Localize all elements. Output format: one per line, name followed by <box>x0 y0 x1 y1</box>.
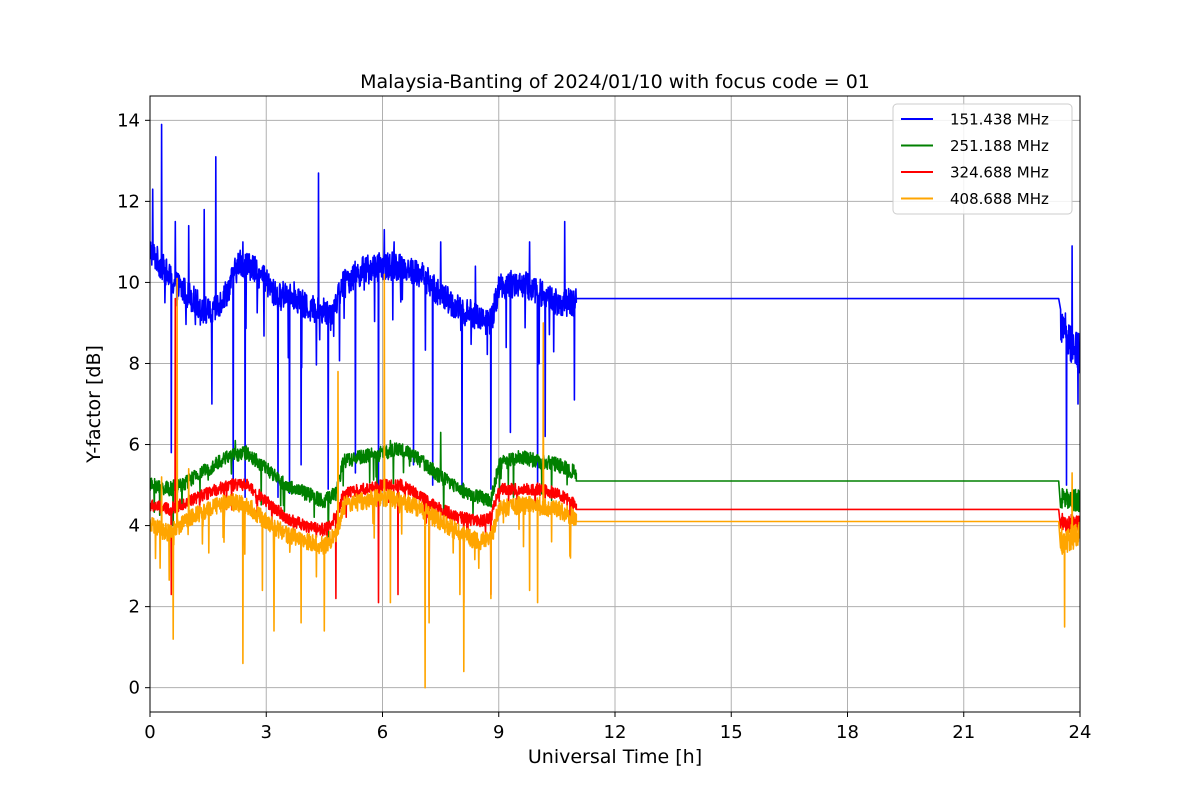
chart-title: Malaysia-Banting of 2024/01/10 with focu… <box>360 71 870 93</box>
x-tick-label: 9 <box>493 722 504 743</box>
series-line-408-688-mhz <box>150 273 1080 689</box>
legend-box <box>892 103 1073 215</box>
y-tick-label: 12 <box>117 191 140 212</box>
x-axis-label: Universal Time [h] <box>528 746 702 768</box>
legend-label: 251.188 MHz <box>950 137 1049 155</box>
x-tick-label: 12 <box>604 722 627 743</box>
y-axis-label: Y-factor [dB] <box>83 345 105 464</box>
x-tick-label: 18 <box>836 722 859 743</box>
x-tick-label: 3 <box>261 722 272 743</box>
x-tick-label: 24 <box>1069 722 1092 743</box>
x-tick-label: 21 <box>952 722 975 743</box>
y-tick-label: 10 <box>117 272 140 293</box>
legend-label: 408.688 MHz <box>950 190 1049 208</box>
legend-label: 151.438 MHz <box>950 111 1049 129</box>
y-tick-label: 4 <box>129 516 140 537</box>
y-tick-label: 14 <box>117 110 140 131</box>
series-line-151-438-mhz <box>150 123 1080 498</box>
x-tick-label: 15 <box>720 722 743 743</box>
y-tick-label: 2 <box>129 597 140 618</box>
legend-label: 324.688 MHz <box>950 164 1049 182</box>
plot-area <box>150 123 1080 689</box>
x-tick-label: 6 <box>377 722 388 743</box>
series-line-324-688-mhz <box>150 297 1080 608</box>
legend: 151.438 MHz 251.188 MHz 324.688 MHz 408.688… <box>892 103 1073 215</box>
y-tick-label: 8 <box>129 353 140 374</box>
y-tick-label: 0 <box>129 678 140 699</box>
x-tick-label: 0 <box>144 722 155 743</box>
y-tick-label: 6 <box>129 435 140 456</box>
series-line-251-188-mhz <box>150 431 1080 538</box>
